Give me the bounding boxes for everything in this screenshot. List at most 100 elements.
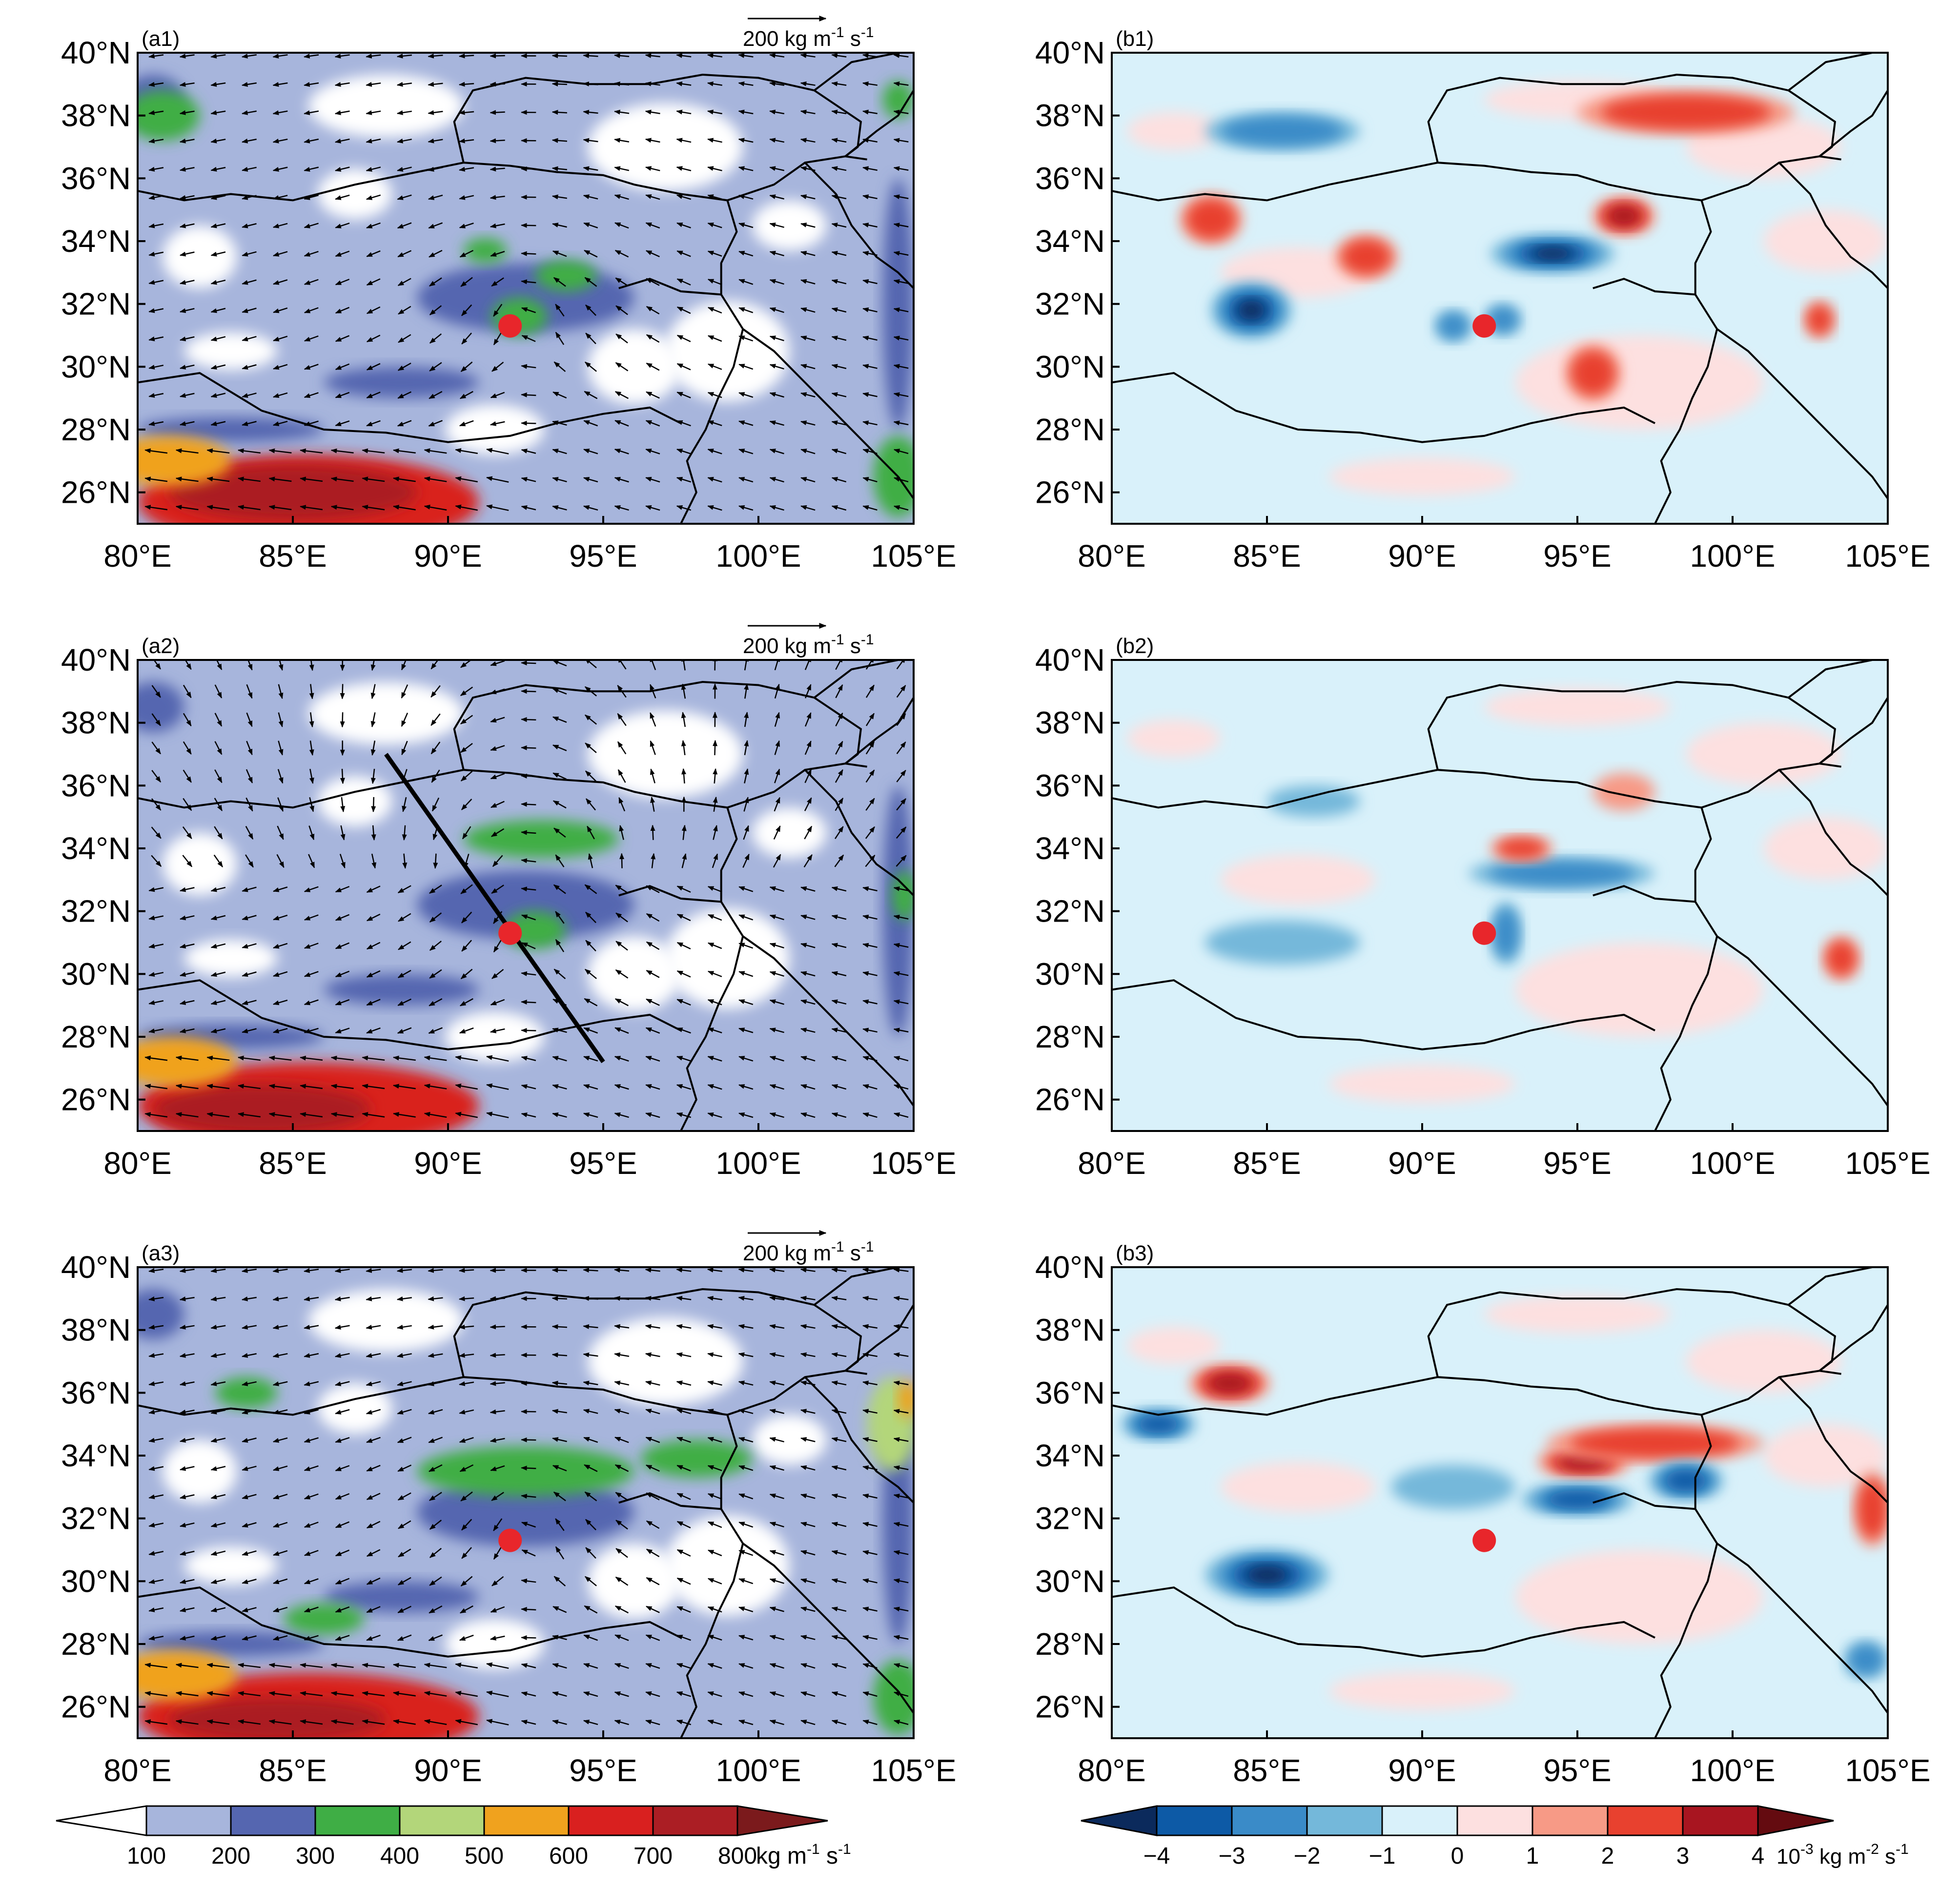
vector-arrow [366,306,381,314]
vector-arrow [148,1268,164,1273]
vector-arrow [210,1438,226,1443]
vector-arrow [486,1083,509,1090]
vector-arrow [893,392,909,397]
vector-arrow [272,1381,288,1386]
vector-arrow [392,1084,416,1089]
vector-arrow [304,82,319,87]
vector-arrow [769,971,784,977]
vector-arrow [335,1606,350,1613]
vector-arrow [552,1056,567,1062]
vector-arrow [676,999,691,1006]
vector-arrow [831,166,847,171]
lon-tick-label: 80°E [103,538,171,574]
colorbar-swatch [568,1805,654,1836]
lon-tick-label: 85°E [1233,1146,1301,1181]
vector-arrow [148,280,164,285]
lat-tick-label: 30°N [61,1563,131,1599]
flux-contour [1497,838,1546,859]
vector-arrow [362,476,385,482]
vector-arrow [521,449,536,454]
vector-arrow [210,1296,226,1301]
vector-arrow [681,660,686,671]
vector-arrow [707,138,722,143]
vector-arrow [366,194,381,200]
vector-arrow [362,1055,385,1061]
vector-arrow [521,392,536,398]
colorbar-label: −4 [1143,1843,1170,1869]
vector-arrow [551,138,568,143]
ivt-contour [168,1697,386,1738]
vector-arrow [362,1719,385,1725]
vector-arrow [769,886,784,892]
vector-arrow [893,138,909,143]
vector-arrow [646,363,660,371]
vector-arrow [774,768,780,783]
vector-arrow [366,1027,381,1034]
vector-arrow [584,391,598,399]
vector-arrow [366,999,381,1006]
vector-arrow [521,279,536,285]
vector-arrow [429,998,443,1007]
vector-arrow [742,853,750,868]
boundary-line [138,155,867,202]
vector-arrow [245,797,253,812]
lat-tick-label: 32°N [1035,894,1105,929]
colorbar-swatch [1156,1805,1233,1836]
vector-arrow [552,716,567,723]
vector-arrow [237,1084,261,1089]
vector-arrow [206,1719,230,1725]
boundary-lines [1112,53,1888,524]
lat-tick-label: 30°N [1035,1563,1105,1599]
vector-arrow [738,1056,754,1062]
vector-arrow [585,304,596,316]
lat-tick-label: 40°N [61,35,131,70]
vector-arrow [153,660,161,670]
vector-arrow [583,1112,598,1118]
vector-arrow [247,660,253,671]
vector-arrow [458,110,474,115]
flux-weak-positive [1484,1295,1671,1334]
vector-arrow [645,420,660,427]
vector-arrow [304,166,319,172]
vector-arrow [428,138,443,144]
vector-arrow [179,1635,195,1641]
colorbar-swatch [1081,1805,1158,1836]
panel-label: (b1) [1116,27,1154,51]
vector-arrow [429,277,442,287]
vector-arrow [769,279,784,285]
vector-arrow [309,684,314,699]
vector-arrow [429,969,442,979]
vector-arrow [459,391,473,399]
vector-arrow [210,166,226,172]
vector-arrow [366,1634,381,1641]
vector-arrow [179,54,195,59]
lon-tick-label: 105°E [1845,1753,1930,1788]
vector-arrow [459,420,474,427]
vector-arrow [148,166,164,172]
vector-arrow [804,797,812,811]
vector-arrow [242,1381,257,1386]
ivt-contour [138,1650,237,1701]
vector-arrow [397,222,412,229]
vector-arrow [459,249,474,258]
vector-arrow [370,712,376,728]
vector-arrow [862,886,878,892]
vector-arrow [893,307,909,312]
vector-arrow [183,798,192,811]
vector-arrow [272,54,288,59]
lon-tick-label: 95°E [569,1753,637,1788]
vector-arrow [148,82,164,87]
vector-arrow [676,449,692,454]
vector-arrow [335,999,350,1006]
vector-arrow [148,251,164,257]
station-marker [498,1528,522,1552]
boundary-line [844,697,914,764]
vector-arrow [459,998,473,1007]
vector-arrow [179,1438,195,1443]
vector-arrow [862,943,878,948]
vector-arrow [366,166,381,172]
vector-arrow [366,1493,381,1500]
lat-tick-label: 36°N [1035,161,1105,196]
vector-arrow [304,971,319,977]
vector-arrow [490,421,505,426]
